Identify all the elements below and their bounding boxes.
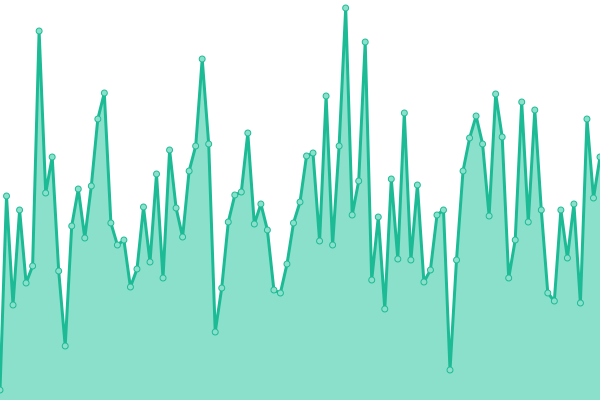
point xyxy=(257,200,265,208)
point xyxy=(3,192,11,200)
point xyxy=(166,146,174,154)
point xyxy=(9,301,17,309)
point xyxy=(218,284,226,292)
point xyxy=(387,175,395,183)
point xyxy=(485,212,493,220)
point xyxy=(237,188,245,196)
point xyxy=(270,286,278,294)
point xyxy=(537,206,545,214)
point xyxy=(459,167,467,175)
point xyxy=(107,219,115,227)
point xyxy=(224,218,232,226)
point xyxy=(172,204,180,212)
point xyxy=(35,27,43,35)
point xyxy=(596,153,600,161)
point xyxy=(407,256,415,264)
point xyxy=(466,134,474,142)
point xyxy=(335,142,343,150)
point xyxy=(263,226,271,234)
point xyxy=(185,167,193,175)
point xyxy=(381,305,389,313)
point xyxy=(289,219,297,227)
point xyxy=(316,237,324,245)
point xyxy=(87,182,95,190)
point xyxy=(348,211,356,219)
point xyxy=(303,152,311,160)
point xyxy=(453,256,461,264)
point xyxy=(244,129,252,137)
point xyxy=(133,265,141,273)
point xyxy=(368,276,376,284)
point xyxy=(439,206,447,214)
point xyxy=(276,289,284,297)
point xyxy=(68,222,76,230)
point xyxy=(498,133,506,141)
point xyxy=(505,274,513,282)
point xyxy=(0,386,4,394)
point xyxy=(55,267,63,275)
point xyxy=(146,258,154,266)
point xyxy=(361,38,369,46)
point xyxy=(159,274,167,282)
point xyxy=(492,90,500,98)
point xyxy=(531,106,539,114)
point xyxy=(81,234,89,242)
point xyxy=(420,278,428,286)
point xyxy=(583,115,591,123)
point xyxy=(100,89,108,97)
point xyxy=(479,140,487,148)
point xyxy=(413,181,421,189)
point xyxy=(296,198,304,206)
point xyxy=(16,206,24,214)
point xyxy=(576,299,584,307)
point xyxy=(472,112,480,120)
point xyxy=(400,109,408,117)
point xyxy=(433,211,441,219)
point xyxy=(557,206,565,214)
point xyxy=(570,200,578,208)
point xyxy=(589,194,597,202)
point xyxy=(192,142,200,150)
point xyxy=(231,191,239,199)
point xyxy=(126,283,134,291)
point xyxy=(394,255,402,263)
point xyxy=(426,266,434,274)
point xyxy=(518,98,526,106)
point xyxy=(205,140,213,148)
point xyxy=(179,233,187,241)
point xyxy=(329,241,337,249)
point xyxy=(511,236,519,244)
point xyxy=(153,170,161,178)
point xyxy=(446,366,454,374)
point xyxy=(94,115,102,123)
point xyxy=(524,218,532,226)
point xyxy=(29,262,37,270)
point xyxy=(74,185,82,193)
point xyxy=(42,189,50,197)
point xyxy=(211,328,219,336)
point xyxy=(283,260,291,268)
point xyxy=(139,203,147,211)
point xyxy=(309,149,317,157)
point xyxy=(374,213,382,221)
point xyxy=(544,289,552,297)
point xyxy=(198,55,206,63)
point xyxy=(322,92,330,100)
point xyxy=(250,220,258,228)
point xyxy=(355,177,363,185)
point xyxy=(22,279,30,287)
point xyxy=(61,342,69,350)
point xyxy=(48,153,56,161)
point xyxy=(342,4,350,12)
point xyxy=(113,241,121,249)
point xyxy=(120,236,128,244)
point xyxy=(550,297,558,305)
point xyxy=(563,254,571,262)
